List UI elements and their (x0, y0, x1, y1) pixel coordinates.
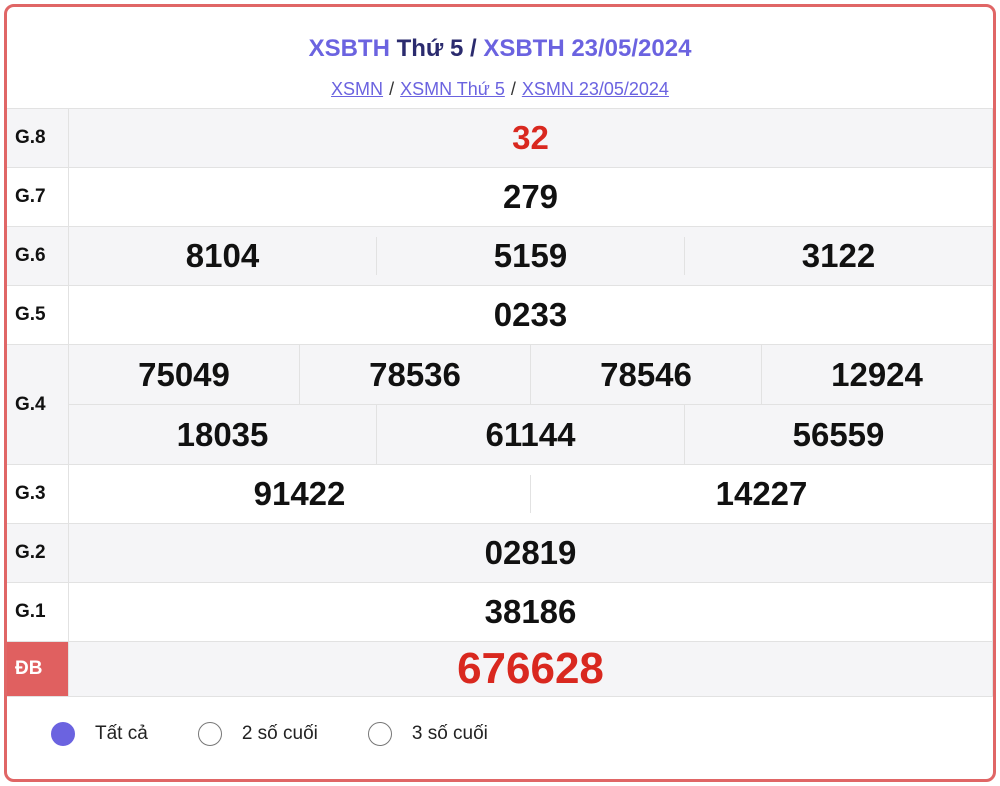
prize-number: 14227 (530, 475, 992, 513)
special-prize-number: 676628 (68, 641, 993, 697)
prize-label: G.5 (7, 285, 69, 345)
prize-row-g2: G.2 02819 (7, 523, 993, 583)
prize-row-g3: G.3 91422 14227 (7, 464, 993, 524)
prize-number: 78546 (530, 345, 761, 404)
breadcrumb-xsmn-date[interactable]: XSMN 23/05/2024 (521, 79, 669, 99)
prize-row-g7: G.7 279 (7, 167, 993, 227)
breadcrumb-separator: / (510, 79, 516, 99)
title-link-date[interactable]: XSBTH 23/05/2024 (483, 35, 692, 62)
prize-row-g1: G.1 38186 (7, 582, 993, 642)
filter-label: 3 số cuối (411, 723, 488, 744)
filter-last-3[interactable]: 3 số cuối (367, 722, 488, 746)
prize-row-g5: G.5 0233 (7, 285, 993, 345)
title-weekday: Thứ 5 (396, 35, 464, 62)
prize-number: 75049 (138, 355, 230, 393)
prize-number: 0233 (68, 285, 993, 345)
prize-label-special: ĐB (7, 641, 69, 697)
prize-number: 91422 (253, 475, 346, 512)
prize-row-g6: G.6 8104 5159 3122 (7, 226, 993, 286)
breadcrumb-xsmn[interactable]: XSMN (331, 79, 384, 99)
title-separator: / (469, 35, 477, 62)
prize-number: 61144 (376, 405, 684, 464)
display-filter: Tất cả 2 số cuối 3 số cuối (51, 722, 538, 746)
prize-row-g4: G.4 75049 78536 78546 12924 18035 61144 … (7, 344, 993, 465)
prize-number: 32 (68, 108, 993, 168)
prize-number: 18035 (176, 415, 269, 453)
filter-label: 2 số cuối (241, 723, 318, 744)
prize-number: 02819 (68, 523, 993, 583)
prize-row-g8: G.8 32 (7, 108, 993, 168)
prize-number: 8104 (185, 237, 260, 274)
prize-label: G.7 (7, 167, 69, 227)
prize-label: G.4 (7, 344, 69, 465)
prize-label: G.8 (7, 108, 69, 168)
filter-all[interactable]: Tất cả (51, 722, 148, 746)
prize-number: 56559 (684, 405, 992, 464)
results-card: XSBTH Thứ 5 / XSBTH 23/05/2024 XSMN / XSMN… (4, 4, 996, 782)
prize-number: 5159 (376, 237, 684, 275)
prize-number: 12924 (761, 345, 992, 404)
breadcrumb-xsmn-weekday[interactable]: XSMN Thứ 5 (400, 79, 505, 99)
breadcrumb-separator: / (389, 79, 395, 99)
prize-number: 38186 (68, 582, 993, 642)
radio-unselected-icon[interactable] (367, 722, 392, 746)
breadcrumb: XSMN / XSMN Thứ 5/XSMN 23/05/2024 (7, 79, 993, 100)
prize-number: 279 (68, 167, 993, 227)
filter-label: Tất cả (95, 723, 148, 744)
prize-label: G.6 (7, 226, 69, 286)
prize-label: G.1 (7, 582, 69, 642)
prize-label: G.3 (7, 464, 69, 524)
radio-unselected-icon[interactable] (197, 722, 222, 746)
radio-selected-icon[interactable] (51, 722, 75, 746)
results-table: G.8 32 G.7 279 G.6 8104 5159 3122 G.5 02… (7, 108, 993, 697)
page-title: XSBTH Thứ 5 / XSBTH 23/05/2024 (7, 35, 993, 63)
title-link-xsbth[interactable]: XSBTH (308, 35, 390, 62)
filter-last-2[interactable]: 2 số cuối (197, 722, 318, 746)
prize-row-special: ĐB 676628 (7, 641, 993, 697)
prize-number: 78536 (299, 345, 530, 404)
prize-label: G.2 (7, 523, 69, 583)
prize-number: 3122 (684, 237, 992, 275)
